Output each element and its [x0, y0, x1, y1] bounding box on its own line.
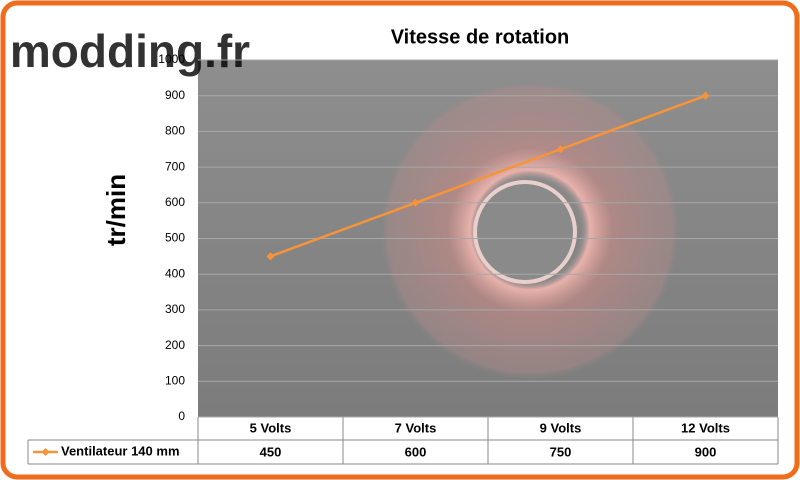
table-header: 7 Volts: [395, 420, 437, 435]
table-header: 9 Volts: [540, 420, 582, 435]
y-tick-label: 0: [178, 409, 185, 423]
marker: [411, 198, 420, 207]
table-header: 5 Volts: [250, 420, 292, 435]
y-tick-label: 200: [165, 338, 185, 352]
table-value: 450: [260, 444, 282, 459]
watermark: modding.fr: [10, 25, 250, 77]
y-tick-label: 800: [165, 124, 185, 138]
chart-title: Vitesse de rotation: [391, 26, 570, 48]
table-value: 900: [695, 444, 717, 459]
y-tick-label: 1000: [158, 52, 185, 66]
y-tick-label: 900: [165, 88, 185, 102]
y-axis-label: tr/min: [101, 174, 131, 246]
marker: [701, 91, 710, 100]
table-value: 600: [405, 444, 427, 459]
marker: [266, 252, 275, 261]
legend-label: Ventilateur 140 mm: [61, 443, 180, 458]
table-header: 12 Volts: [681, 420, 730, 435]
fan-hub: [473, 180, 577, 284]
marker: [556, 145, 565, 154]
y-tick-label: 700: [165, 159, 185, 173]
table-value: 750: [550, 444, 572, 459]
y-tick-label: 400: [165, 266, 185, 280]
y-tick-label: 300: [165, 302, 185, 316]
y-tick-label: 600: [165, 195, 185, 209]
series-line: [270, 94, 706, 258]
y-tick-label: 100: [165, 373, 185, 387]
y-tick-label: 500: [165, 231, 185, 245]
legend-marker: [41, 448, 50, 456]
